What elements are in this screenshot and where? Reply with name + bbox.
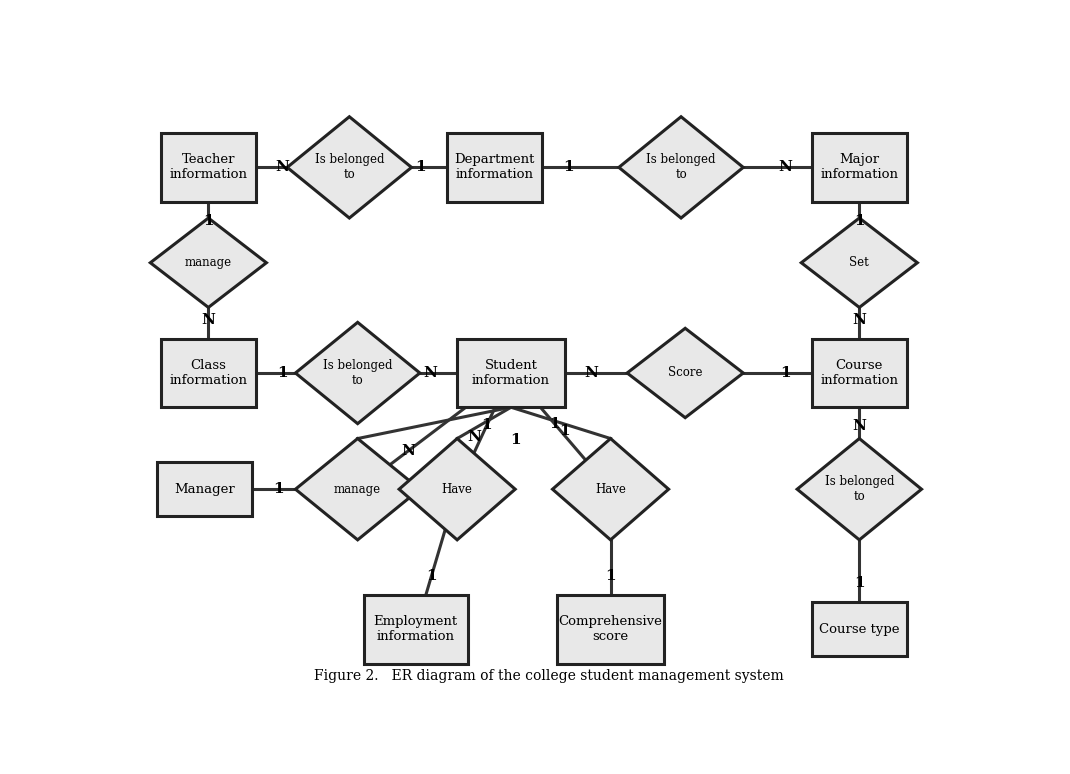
- Polygon shape: [618, 117, 744, 218]
- Text: Major
information: Major information: [821, 153, 899, 181]
- FancyBboxPatch shape: [364, 595, 468, 663]
- Text: 1: 1: [482, 419, 492, 433]
- Text: 1: 1: [277, 366, 288, 380]
- Text: Is belonged
to: Is belonged to: [646, 153, 716, 181]
- Text: manage: manage: [334, 483, 381, 495]
- Text: 1: 1: [606, 569, 616, 583]
- Text: 1: 1: [549, 416, 560, 430]
- Text: Manager: Manager: [173, 483, 234, 495]
- FancyBboxPatch shape: [160, 133, 256, 202]
- Polygon shape: [801, 218, 917, 307]
- Text: Score: Score: [668, 367, 702, 379]
- Text: N: N: [201, 313, 215, 327]
- FancyBboxPatch shape: [457, 339, 565, 407]
- Text: Comprehensive
score: Comprehensive score: [559, 615, 662, 643]
- Text: 1: 1: [854, 577, 865, 591]
- FancyBboxPatch shape: [447, 133, 542, 202]
- Text: 1: 1: [780, 366, 791, 380]
- Text: 1: 1: [854, 214, 865, 228]
- Polygon shape: [287, 117, 412, 218]
- Text: Have: Have: [595, 483, 626, 495]
- Text: Student
information: Student information: [472, 359, 550, 387]
- FancyBboxPatch shape: [812, 602, 907, 656]
- FancyBboxPatch shape: [556, 595, 664, 663]
- Text: Is belonged
to: Is belonged to: [315, 153, 384, 181]
- Text: Course
information: Course information: [821, 359, 899, 387]
- Polygon shape: [552, 439, 669, 540]
- Text: N: N: [276, 160, 290, 174]
- FancyBboxPatch shape: [812, 339, 907, 407]
- FancyBboxPatch shape: [812, 133, 907, 202]
- Text: N: N: [467, 430, 480, 444]
- Text: Figure 2.   ER diagram of the college student management system: Figure 2. ER diagram of the college stud…: [314, 669, 783, 683]
- Text: N: N: [401, 444, 415, 458]
- Polygon shape: [295, 322, 419, 423]
- Text: N: N: [424, 366, 438, 380]
- Text: manage: manage: [185, 256, 232, 269]
- Text: N: N: [584, 366, 598, 380]
- Text: 1: 1: [564, 160, 574, 174]
- Text: N: N: [778, 160, 792, 174]
- Polygon shape: [627, 328, 744, 418]
- Text: Have: Have: [442, 483, 473, 495]
- FancyBboxPatch shape: [160, 339, 256, 407]
- Text: Class
information: Class information: [169, 359, 247, 387]
- Text: 1: 1: [426, 570, 437, 584]
- Text: N: N: [853, 420, 867, 433]
- Text: Is belonged
to: Is belonged to: [323, 359, 393, 387]
- Polygon shape: [399, 439, 516, 540]
- Text: Course type: Course type: [820, 623, 900, 635]
- Text: 1: 1: [510, 433, 520, 447]
- Text: Set: Set: [850, 256, 869, 269]
- Polygon shape: [295, 439, 419, 540]
- Polygon shape: [150, 218, 266, 307]
- Text: Is belonged
to: Is belonged to: [825, 475, 895, 503]
- Text: 1: 1: [415, 160, 426, 174]
- Text: Employment
information: Employment information: [373, 615, 458, 643]
- Text: Department
information: Department information: [455, 153, 535, 181]
- Text: 1: 1: [560, 424, 570, 438]
- Polygon shape: [797, 439, 921, 540]
- Text: N: N: [853, 313, 867, 327]
- Text: Teacher
information: Teacher information: [169, 153, 247, 181]
- FancyBboxPatch shape: [156, 462, 251, 516]
- Text: 1: 1: [273, 482, 284, 496]
- Text: 1: 1: [203, 214, 214, 228]
